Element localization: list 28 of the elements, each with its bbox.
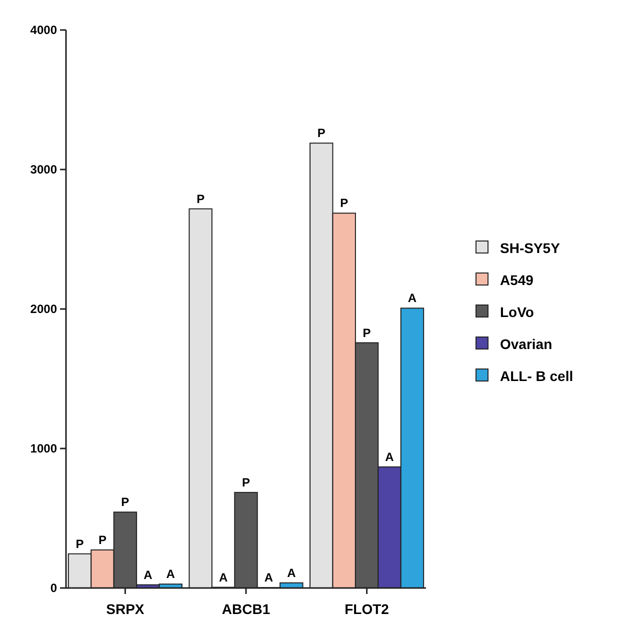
data-label: A bbox=[287, 566, 296, 580]
data-label: A bbox=[385, 450, 394, 464]
data-label: A bbox=[264, 570, 274, 585]
data-label: P bbox=[76, 536, 84, 551]
data-label: P bbox=[196, 192, 205, 206]
legend-label: A549 bbox=[500, 272, 534, 288]
x-tick-label: ABCB1 bbox=[222, 601, 270, 617]
y-tick-label: 1000 bbox=[30, 442, 58, 456]
data-label: P bbox=[121, 495, 130, 510]
data-label: P bbox=[362, 326, 371, 340]
data-label: P bbox=[340, 196, 348, 210]
data-label: A bbox=[144, 568, 153, 582]
data-label: P bbox=[242, 475, 250, 490]
x-tick-label: SRPX bbox=[106, 601, 145, 617]
y-tick-label: 3000 bbox=[30, 162, 58, 177]
x-tick-label: FLOT2 bbox=[344, 601, 390, 617]
legend-label: ALL- B cell bbox=[500, 368, 574, 384]
legend-label: SH-SY5Y bbox=[500, 240, 561, 256]
legend-label: Ovarian bbox=[500, 336, 552, 352]
data-label: A bbox=[166, 567, 176, 582]
y-tick-label: 4000 bbox=[30, 23, 58, 38]
data-label: P bbox=[317, 126, 326, 140]
data-label: A bbox=[218, 570, 228, 584]
legend-label: LoVo bbox=[500, 304, 534, 320]
y-tick-label: 2000 bbox=[30, 302, 58, 316]
data-label: A bbox=[408, 291, 417, 306]
y-tick-label: 0 bbox=[50, 581, 58, 596]
data-label: P bbox=[98, 532, 106, 547]
